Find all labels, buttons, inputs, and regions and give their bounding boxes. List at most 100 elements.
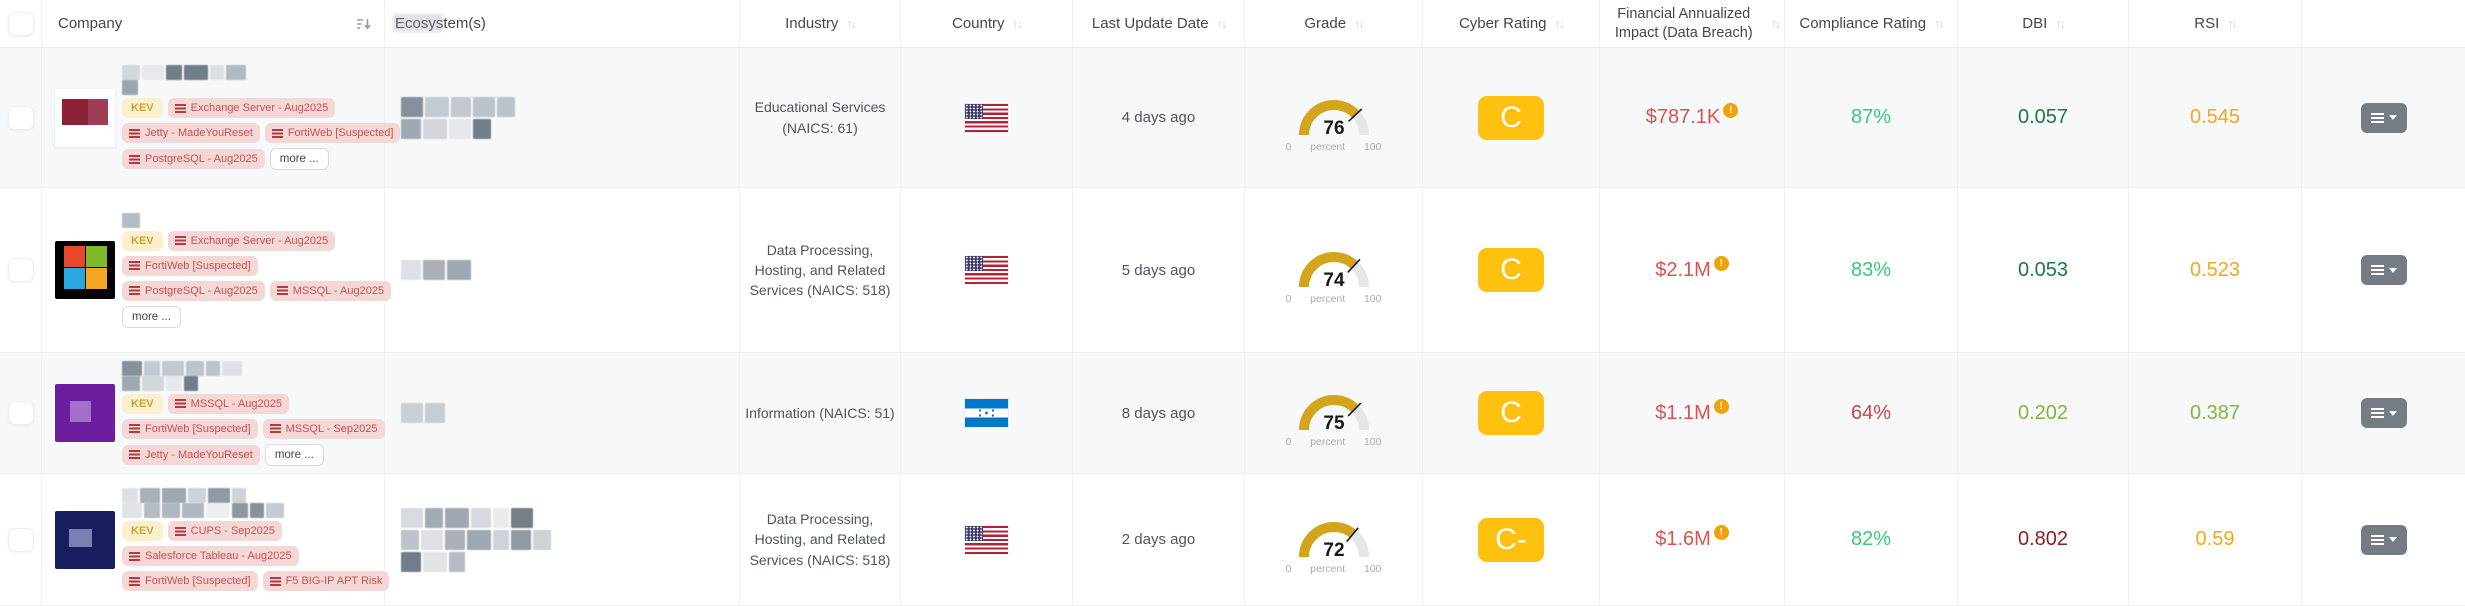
threat-tag[interactable]: Exchange Server - Aug2025 — [167, 98, 336, 118]
cyber-rating-badge: C- — [1478, 517, 1544, 562]
column-header-cyber-rating[interactable]: Cyber Rating ↑↓ — [1423, 0, 1600, 47]
warning-icon[interactable] — [1723, 103, 1739, 118]
row-checkbox[interactable] — [7, 527, 34, 552]
column-header-grade[interactable]: Grade ↑↓ — [1245, 0, 1423, 47]
threat-tag[interactable]: FortiWeb [Suspected] — [122, 418, 258, 439]
threat-tag[interactable]: FortiWeb [Suspected] — [122, 255, 258, 276]
ecosystem-cell — [385, 353, 740, 473]
grade-cell: 72 0 percent 100 — [1245, 474, 1423, 605]
row-checkbox[interactable] — [7, 105, 34, 130]
gauge-unit-label: percent — [1310, 436, 1346, 448]
threat-tag[interactable]: PostgreSQL - Aug2025 — [122, 280, 265, 301]
dbi-value: 0.053 — [2017, 258, 2069, 281]
redacted-pixel — [401, 507, 423, 528]
threat-tag[interactable]: Jetty - MadeYouReset — [122, 123, 260, 143]
server-stack-icon — [129, 450, 140, 459]
threat-tag[interactable]: FortiWeb [Suspected] — [264, 123, 401, 143]
dbi-cell: 0.053 — [1958, 188, 2129, 352]
threat-tag[interactable]: Salesforce Tableau - Aug2025 — [122, 546, 299, 566]
row-actions-button[interactable] — [2360, 398, 2407, 428]
cyber-rating-badge: C — [1478, 95, 1544, 140]
column-header-dbi[interactable]: DBI ↑↓ — [1958, 0, 2129, 47]
gauge-unit-label: percent — [1310, 293, 1346, 305]
column-header-ecosystem[interactable]: Ecosystem(s) — [385, 0, 740, 47]
chevron-down-icon — [2388, 267, 2397, 273]
column-header-country[interactable]: Country ↑↓ — [901, 0, 1073, 47]
kev-badge[interactable]: KEV — [122, 521, 163, 541]
actions-cell — [2302, 474, 2465, 605]
row-checkbox[interactable] — [7, 258, 34, 282]
redacted-pixel — [445, 529, 465, 550]
select-all-checkbox[interactable] — [7, 11, 34, 36]
threat-tag[interactable]: CUPS - Sep2025 — [167, 521, 283, 541]
actions-cell — [2302, 48, 2465, 187]
threat-tag[interactable]: PostgreSQL - Aug2025 — [122, 149, 265, 169]
column-header-company[interactable]: Company — [42, 0, 385, 47]
redacted-pixel — [449, 551, 465, 572]
more-tags-button[interactable]: more ... — [269, 148, 329, 170]
threat-tag[interactable]: F5 BIG-IP APT Risk — [262, 571, 390, 591]
column-header-financial-impact[interactable]: Financial Annualized Impact (Data Breach… — [1600, 0, 1785, 47]
redacted-pixel — [206, 503, 230, 518]
column-label-country: Country — [951, 15, 1005, 32]
redacted-pixel — [467, 529, 491, 550]
table-header: Company Ecosystem(s) Industry ↑↓ Country… — [0, 0, 2465, 48]
column-header-rsi[interactable]: RSI ↑↓ — [2129, 0, 2302, 47]
more-tags-button[interactable]: more ... — [122, 305, 181, 328]
more-tags-button[interactable]: more ... — [264, 443, 324, 466]
kev-badge[interactable]: KEV — [122, 393, 163, 414]
column-header-compliance[interactable]: Compliance Rating ↑↓ — [1785, 0, 1958, 47]
checkbox-cell — [0, 353, 42, 473]
redacted-pixel — [425, 507, 443, 528]
sort-icon[interactable]: ↑↓ — [846, 16, 856, 31]
threat-tag[interactable]: Jetty - MadeYouReset — [122, 444, 260, 465]
financial-impact-value: $1.1M — [1655, 401, 1711, 424]
sort-icon[interactable]: ↑↓ — [1216, 16, 1227, 31]
sort-icon[interactable]: ↑↓ — [2055, 16, 2065, 31]
gauge-labels: 0 percent 100 — [1286, 563, 1382, 575]
threat-chips: KEV Exchange Server - Aug2025 Jetty - Made… — [122, 98, 401, 170]
column-label-industry: Industry — [785, 15, 839, 32]
sort-descending-icon[interactable] — [356, 17, 372, 31]
redacted-pixel — [162, 360, 184, 376]
warning-icon[interactable] — [1713, 255, 1729, 271]
company-main: KEV MSSQL - Aug2025 FortiWeb [Suspected] MS… — [122, 360, 385, 466]
sort-icon[interactable]: ↑↓ — [1934, 16, 1944, 31]
sort-icon[interactable]: ↑↓ — [1554, 16, 1565, 31]
row-actions-button[interactable] — [2360, 524, 2407, 555]
row-actions-button[interactable] — [2360, 102, 2407, 133]
redacted-pixel — [122, 488, 138, 503]
dbi-value: 0.057 — [2017, 106, 2069, 128]
svg-text:76: 76 — [1323, 118, 1344, 139]
threat-tag[interactable]: MSSQL - Aug2025 — [167, 393, 289, 414]
sort-icon[interactable]: ↑↓ — [1012, 16, 1023, 31]
industry-cell: Data Processing, Hosting, and Related Se… — [740, 188, 901, 352]
redacted-pixel — [423, 551, 447, 572]
server-stack-icon — [129, 261, 140, 270]
warning-icon[interactable] — [1713, 525, 1729, 540]
chip-line: FortiWeb [Suspected] F5 BIG-IP APT Risk — [122, 571, 390, 591]
sort-icon[interactable]: ↑↓ — [2227, 16, 2237, 31]
checkbox-cell — [0, 474, 42, 605]
threat-tag[interactable]: MSSQL - Sep2025 — [262, 418, 385, 439]
row-checkbox[interactable] — [7, 401, 34, 425]
company-logo — [55, 510, 115, 569]
column-header-industry[interactable]: Industry ↑↓ — [740, 0, 901, 47]
row-actions-button[interactable] — [2360, 255, 2407, 285]
company-cell: KEV Exchange Server - Aug2025 Jetty - Made… — [42, 48, 401, 187]
kev-badge[interactable]: KEV — [122, 98, 163, 118]
company-main: KEV Exchange Server - Aug2025 FortiWeb [Su… — [122, 212, 392, 328]
sort-icon[interactable]: ↑↓ — [1770, 16, 1781, 31]
threat-tag[interactable]: FortiWeb [Suspected] — [122, 571, 258, 591]
column-header-last-update[interactable]: Last Update Date ↑↓ — [1073, 0, 1245, 47]
threat-tag[interactable]: Exchange Server - Aug2025 — [167, 230, 336, 251]
redacted-pixel — [166, 65, 182, 80]
threat-tag[interactable]: MSSQL - Aug2025 — [269, 280, 392, 301]
chip-line: KEV MSSQL - Aug2025 — [122, 393, 385, 414]
sort-icon[interactable]: ↑↓ — [1354, 16, 1364, 31]
compliance-value: 64% — [1850, 401, 1892, 424]
kev-badge[interactable]: KEV — [122, 230, 163, 251]
warning-icon[interactable] — [1713, 398, 1729, 414]
svg-text:75: 75 — [1323, 413, 1345, 434]
menu-bars-icon — [2370, 534, 2384, 545]
